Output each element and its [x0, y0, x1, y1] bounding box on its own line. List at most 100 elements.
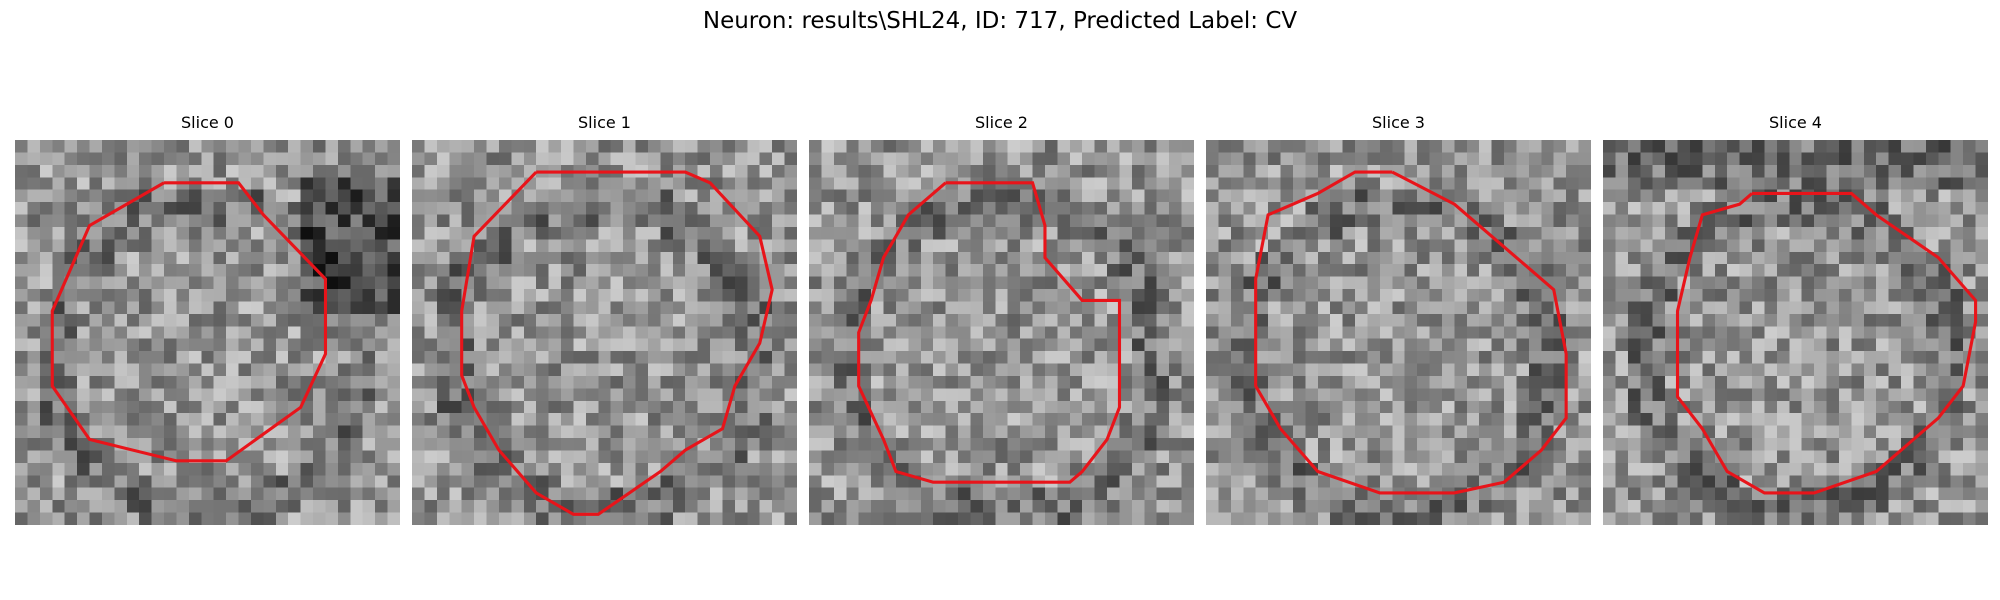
- pixel: [772, 214, 785, 228]
- pixel: [1739, 140, 1753, 153]
- pixel: [908, 164, 922, 178]
- pixel: [908, 189, 922, 203]
- pixel: [263, 351, 277, 364]
- pixel: [250, 413, 264, 426]
- pixel: [1007, 164, 1021, 178]
- pixel: [1206, 239, 1219, 253]
- pixel: [1752, 164, 1765, 178]
- pixel: [722, 487, 736, 501]
- pixel: [1727, 251, 1740, 265]
- pixel: [1330, 152, 1343, 166]
- pixel: [1876, 152, 1889, 166]
- pixel: [52, 251, 65, 265]
- pixel: [1305, 475, 1319, 488]
- pixel: [1714, 226, 1728, 240]
- pixel: [747, 239, 760, 253]
- pixel: [1491, 301, 1505, 315]
- pixel: [710, 264, 723, 277]
- pixel: [1504, 177, 1517, 190]
- pixel: [1578, 202, 1591, 215]
- pixel: [263, 152, 277, 166]
- pixel: [263, 301, 277, 315]
- pixel: [424, 363, 438, 377]
- pixel: [1516, 425, 1530, 439]
- pixel: [1975, 425, 1988, 439]
- pixel: [250, 351, 264, 364]
- pixel: [1553, 226, 1567, 240]
- pixel: [1144, 413, 1157, 426]
- pixel: [250, 177, 264, 190]
- pixel: [1752, 152, 1765, 166]
- pixel: [895, 251, 909, 265]
- pixel: [1776, 438, 1790, 451]
- pixel: [387, 462, 400, 476]
- pixel: [300, 189, 314, 203]
- pixel: [362, 264, 376, 277]
- pixel: [1069, 251, 1083, 265]
- pixel: [300, 438, 314, 451]
- pixel: [1814, 289, 1827, 302]
- pixel: [1913, 152, 1927, 166]
- pixel: [213, 425, 227, 439]
- pixel: [1007, 438, 1021, 451]
- pixel: [722, 226, 736, 240]
- pixel: [250, 500, 264, 513]
- pixel: [685, 239, 698, 253]
- pixel: [1355, 375, 1368, 389]
- pixel: [1082, 363, 1095, 377]
- pixel: [1007, 487, 1021, 501]
- pixel: [833, 351, 847, 364]
- pixel: [188, 512, 202, 525]
- pixel: [585, 289, 599, 302]
- pixel: [536, 251, 549, 265]
- pixel: [288, 326, 301, 339]
- pixel: [213, 487, 227, 501]
- pixel: [697, 164, 711, 178]
- pixel: [1330, 189, 1343, 203]
- pixel: [15, 338, 28, 352]
- pixel: [982, 251, 996, 265]
- pixel: [610, 264, 624, 277]
- pixel: [15, 475, 28, 488]
- pixel: [1727, 438, 1740, 451]
- pixel: [1156, 301, 1170, 315]
- pixel: [1392, 512, 1405, 525]
- pixel: [52, 500, 65, 513]
- pixel: [1144, 512, 1157, 525]
- pixel: [275, 450, 289, 464]
- pixel: [548, 189, 562, 203]
- pixel: [833, 438, 847, 451]
- pixel: [1950, 289, 1964, 302]
- pixel: [548, 425, 562, 439]
- pixel: [1752, 438, 1765, 451]
- pixel: [1119, 276, 1133, 290]
- pixel: [883, 512, 897, 525]
- pixel: [1479, 487, 1492, 501]
- pixel: [201, 264, 214, 277]
- pixel: [1218, 413, 1232, 426]
- pixel: [412, 363, 425, 377]
- pixel: [573, 301, 587, 315]
- pixel: [1342, 438, 1356, 451]
- pixel: [1652, 438, 1666, 451]
- pixel: [685, 276, 698, 290]
- pixel: [77, 152, 90, 166]
- pixel: [250, 326, 264, 339]
- pixel: [623, 500, 636, 513]
- pixel: [1863, 413, 1877, 426]
- pixel: [982, 338, 996, 352]
- pixel: [486, 500, 500, 513]
- pixel: [1032, 251, 1046, 265]
- pixel: [1627, 400, 1641, 414]
- pixel: [39, 276, 53, 290]
- pixel: [1230, 152, 1244, 166]
- pixel: [511, 425, 525, 439]
- pixel: [908, 276, 922, 290]
- pixel: [1082, 189, 1095, 203]
- pixel: [1516, 363, 1530, 377]
- pixel: [151, 500, 165, 513]
- pixel: [1615, 338, 1629, 352]
- pixel: [52, 226, 65, 240]
- pixel: [387, 487, 400, 501]
- pixel: [461, 189, 475, 203]
